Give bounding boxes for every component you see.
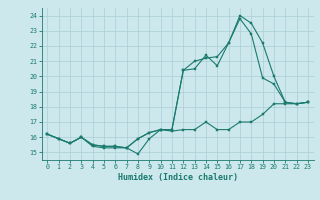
X-axis label: Humidex (Indice chaleur): Humidex (Indice chaleur)	[118, 173, 237, 182]
